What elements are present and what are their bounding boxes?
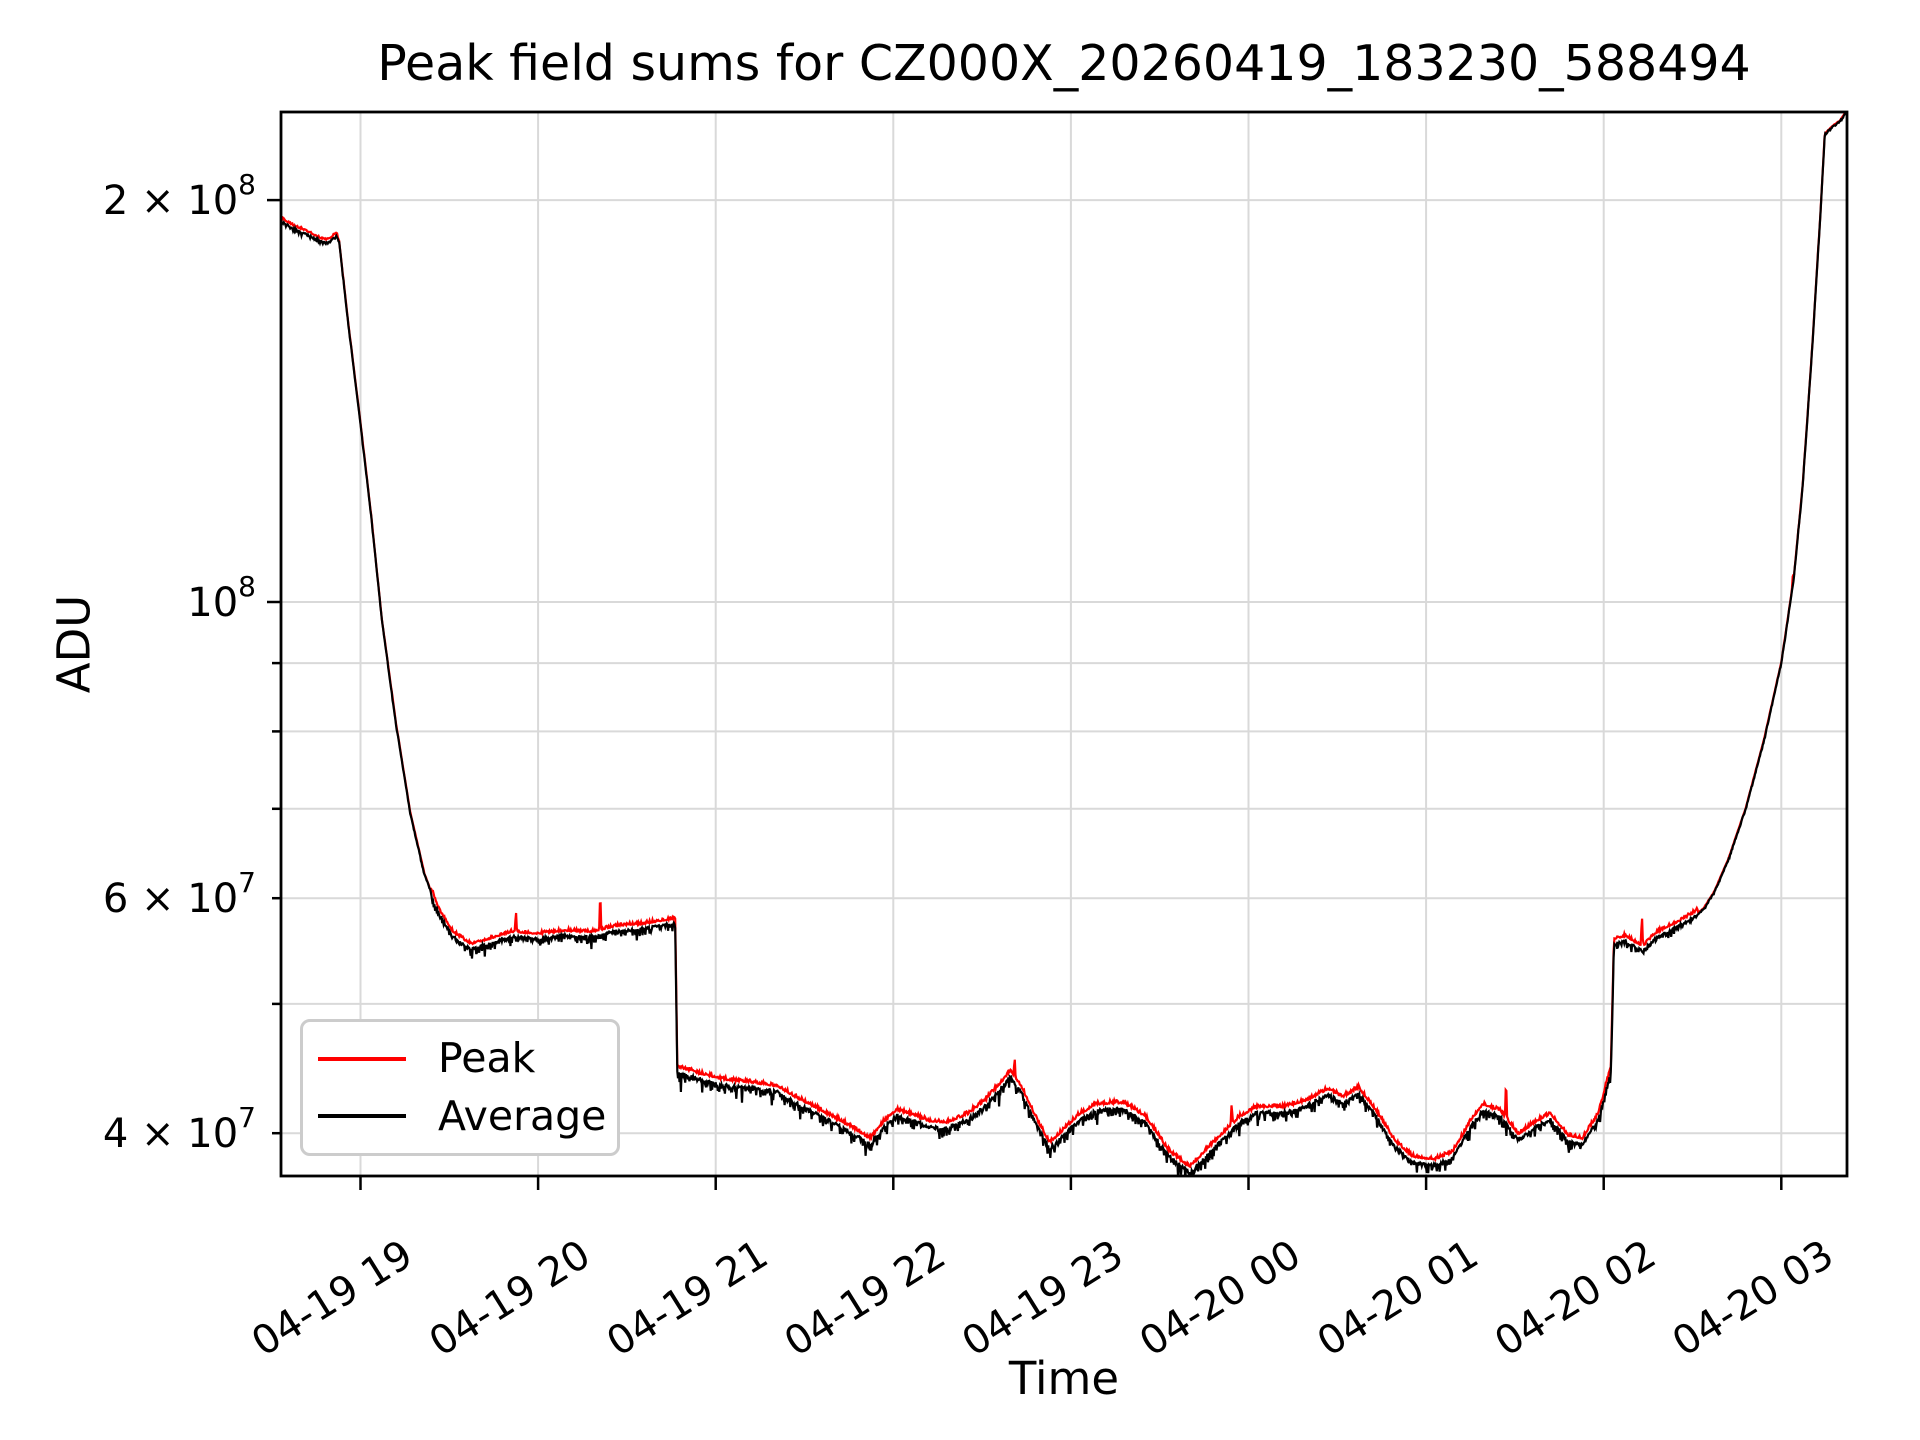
x-tick-label: 04-20 01 [1310,1231,1487,1365]
tick-labels: 04-19 19 04-19 20 04-19 21 04-19 22 04-19 23… [103,168,1842,1366]
x-tick-label: 04-20 02 [1487,1231,1664,1365]
y-tick-label: 4 × 107 [103,1101,256,1157]
x-tick-label: 04-19 23 [954,1231,1131,1365]
ticks [267,198,1783,1190]
series-group [281,112,1847,1176]
y-axis-label: ADU [47,594,101,694]
plot-border [279,110,1849,1178]
y-tick-label: 6 × 107 [103,866,256,922]
x-tick-label: 04-19 22 [777,1231,954,1365]
x-tick-label: 04-20 03 [1665,1231,1842,1365]
x-tick-label: 04-20 00 [1132,1231,1309,1365]
x-tick-label: 04-19 21 [599,1231,776,1365]
legend-label-average: Average [438,1091,607,1140]
x-axis-label: Time [1008,1352,1120,1405]
y-tick-label: 108 [187,570,256,626]
peak-line-sample [318,1056,406,1061]
average-series-line [281,112,1847,1176]
y-tick-label: 2 × 108 [103,168,256,224]
legend-label-peak: Peak [438,1034,536,1083]
legend: Peak Average [300,1019,620,1156]
legend-item-peak: Peak [303,1038,617,1079]
legend-item-average: Average [303,1091,617,1140]
chart-title: Peak field sums for CZ000X_20260419_1832… [377,35,1751,92]
peak-series-line [281,112,1847,1169]
x-tick-label: 04-19 20 [422,1231,599,1365]
average-line-sample [318,1114,406,1119]
x-tick-label: 04-19 19 [244,1231,421,1365]
